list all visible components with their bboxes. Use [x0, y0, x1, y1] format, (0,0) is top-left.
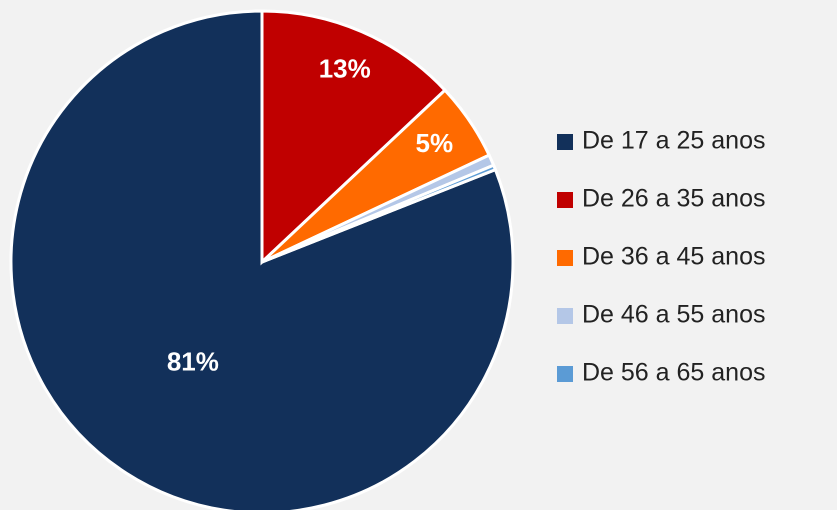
legend-label: De 36 a 45 anos: [582, 243, 765, 271]
data-label: 5%: [416, 128, 454, 158]
legend-swatch: [557, 192, 573, 208]
pie-slice: [260, 9, 448, 266]
pie-slice: [261, 163, 498, 264]
legend-label: De 17 a 25 anos: [582, 127, 765, 155]
legend-swatch: [557, 366, 573, 382]
data-label: 13%: [319, 54, 371, 84]
legend-label: De 56 a 65 anos: [582, 359, 765, 387]
legend-swatch: [557, 250, 573, 266]
legend-label: De 26 a 35 anos: [582, 185, 765, 213]
legend-swatch: [557, 134, 573, 150]
legend-label: De 46 a 55 anos: [582, 301, 765, 329]
legend-swatch: [557, 308, 573, 324]
data-label: 81%: [167, 347, 219, 377]
